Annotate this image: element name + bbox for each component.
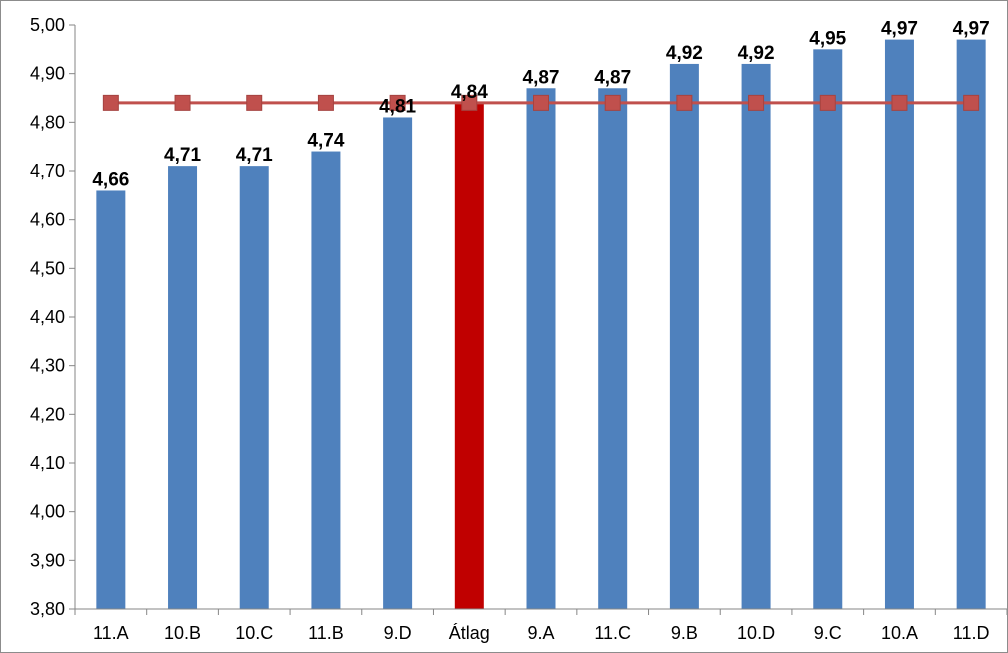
average-marker-11-a	[102, 94, 119, 111]
data-labels: 4,66 4,71 4,71 4,74 4,81 4,84 4,87 4,87 4,92 4,92…	[92, 19, 989, 191]
x-axis-ticks: 11.A 10.B 10.C 11.B 9.D Átlag 9.A 11.C 9.B 10.D 9.…	[74, 609, 1007, 643]
y-tick-label: 4,50	[30, 258, 65, 278]
y-tick-label: 4,30	[30, 356, 65, 376]
x-tick-label-10-a: 10.A	[881, 623, 918, 643]
y-tick-label: 4,80	[30, 112, 65, 132]
x-tick-label-11-a: 11.A	[93, 623, 129, 643]
data-label-9-d: 4,81	[379, 96, 416, 117]
data-label-11-b: 4,74	[307, 131, 344, 152]
average-marker-9-b	[676, 94, 693, 111]
average-marker-11-b	[317, 94, 334, 111]
average-marker-10-c	[246, 94, 263, 111]
y-axis-ticks: 3,80 3,90 4,00 4,10 4,20 4,30 4,40 4,50 4,60 4,70…	[30, 15, 75, 619]
average-marker-9-a	[533, 94, 549, 111]
y-tick-label: 3,90	[30, 550, 65, 570]
average-marker-11-d	[963, 94, 980, 111]
data-label-10-a: 4,97	[881, 19, 918, 40]
x-tick-label-11-b: 11.B	[308, 623, 344, 643]
y-tick-label: 4,10	[30, 453, 65, 473]
x-tick-label-9-c: 9.C	[814, 623, 842, 643]
bar-10-d	[741, 63, 771, 609]
bar-9-b	[669, 63, 699, 609]
average-marker-11-c	[604, 94, 621, 111]
bar-10-c	[239, 166, 269, 609]
bar-9-c	[813, 49, 843, 610]
bar-10-b	[168, 166, 198, 609]
data-label-11-c: 4,87	[594, 67, 631, 88]
bar-11-b	[311, 151, 341, 610]
data-label-tlag: 4,84	[451, 82, 488, 103]
data-label-10-d: 4,92	[738, 43, 775, 64]
y-tick-label: 3,80	[30, 599, 65, 619]
x-tick-label-9-a: 9.A	[527, 623, 554, 643]
data-label-11-d: 4,97	[953, 19, 990, 40]
average-marker-10-d	[748, 94, 765, 111]
y-tick-label: 4,00	[30, 502, 65, 522]
y-tick-label: 4,70	[30, 161, 65, 181]
average-marker-9-c	[819, 94, 836, 111]
bar-11-a	[96, 190, 126, 609]
x-tick-label-9-b: 9.B	[671, 623, 698, 643]
bar-10-a	[884, 39, 914, 610]
average-marker-10-a	[891, 94, 908, 111]
y-tick-label: 4,20	[30, 404, 65, 424]
axes	[74, 25, 1007, 610]
bar-9-d	[383, 117, 413, 609]
average-marker-9-d	[389, 94, 406, 111]
average-marker-tlag	[461, 94, 478, 111]
data-label-10-b: 4,71	[164, 145, 201, 166]
bar-11-d	[956, 39, 986, 610]
y-tick-label: 5,00	[30, 15, 65, 35]
data-label-9-a: 4,87	[523, 67, 560, 88]
x-tick-label-11-c: 11.C	[594, 623, 631, 643]
x-tick-label-9-d: 9.D	[384, 623, 412, 643]
bar-series	[96, 39, 986, 610]
x-tick-label-tlag: Átlag	[449, 623, 490, 643]
data-label-9-b: 4,92	[666, 43, 703, 64]
x-tick-label-11-d: 11.D	[953, 623, 990, 643]
bar-tlag	[454, 102, 484, 609]
data-label-10-c: 4,71	[236, 145, 273, 166]
average-marker-10-b	[174, 94, 191, 111]
average-line-series	[102, 94, 980, 111]
data-label-9-c: 4,95	[809, 28, 846, 49]
bar-11-c	[598, 88, 628, 610]
y-tick-label: 4,90	[30, 64, 65, 84]
x-tick-label-10-c: 10.C	[235, 623, 273, 643]
x-tick-label-10-d: 10.D	[737, 623, 775, 643]
y-tick-label: 4,60	[30, 210, 65, 230]
y-tick-label: 4,40	[30, 307, 65, 327]
bar-9-a	[526, 88, 556, 610]
x-tick-label-10-b: 10.B	[164, 623, 201, 643]
data-label-11-a: 4,66	[92, 169, 129, 190]
